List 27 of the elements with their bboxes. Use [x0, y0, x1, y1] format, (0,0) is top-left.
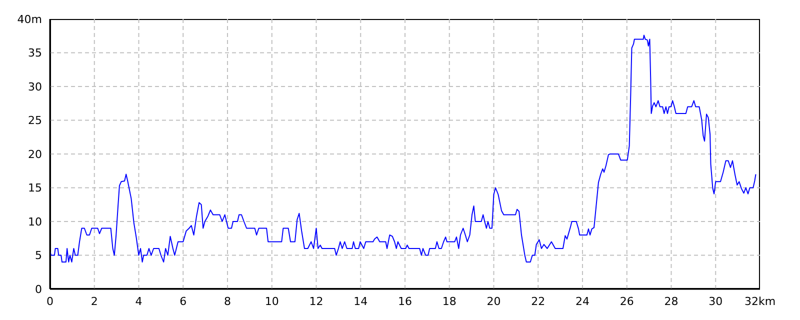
x-tick-label: 10 [264, 294, 279, 308]
y-tick-label: 20 [28, 148, 42, 161]
y-tick-label: 25 [28, 114, 42, 128]
y-tick-label: 40m [17, 12, 42, 26]
y-tick-label: 5 [35, 249, 42, 262]
y-tick-label: 35 [28, 46, 42, 60]
y-tick-label: 10 [28, 215, 42, 228]
x-tick-label: 28 [664, 294, 678, 308]
x-tick-label: 8 [224, 294, 231, 308]
x-tick-label: 20 [486, 294, 501, 308]
x-tick-label: 26 [620, 294, 634, 308]
x-tick-label: 32km [744, 294, 776, 308]
x-tick-label: 22 [531, 294, 546, 308]
x-tick-label: 18 [442, 294, 456, 308]
line-series [50, 34, 756, 262]
x-tick-label: 14 [354, 294, 368, 308]
x-tick-label: 16 [398, 294, 412, 308]
x-tick-label: 12 [309, 294, 324, 308]
x-tick-label: 0 [46, 294, 54, 308]
x-tick-label: 4 [135, 294, 142, 308]
x-tick-label: 24 [576, 294, 590, 308]
x-tick-label: 30 [708, 294, 723, 308]
y-tick-label: 15 [28, 182, 42, 195]
y-tick-label: 30 [28, 80, 42, 94]
y-tick-label: 0 [35, 282, 42, 296]
x-tick-label: 2 [90, 294, 98, 308]
x-tick-label: 6 [180, 294, 187, 308]
